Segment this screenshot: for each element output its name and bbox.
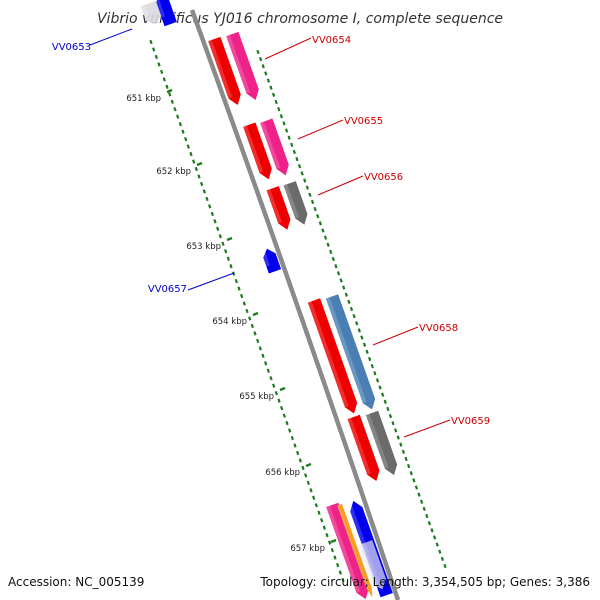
gene-label-vv0657: VV0657	[148, 284, 187, 295]
major-tick	[252, 311, 259, 317]
major-tick	[279, 386, 286, 392]
gene-label-vv0658: VV0658	[419, 323, 458, 334]
major-tick	[166, 88, 173, 94]
topology-text: Topology: circular; Length: 3,354,505 bp…	[259, 575, 590, 589]
gene-arrow-vv0657	[260, 248, 282, 274]
gene-label-vv0653: VV0653	[52, 42, 91, 53]
gene-arrow-vv0654-b	[226, 31, 259, 100]
kbp-label: 654 kbp	[212, 317, 247, 327]
gene-labels: VV0653 VV0654 VV0655 VV0656 VV0657 VV0658 VV06…	[52, 35, 490, 427]
callout-vv0657	[187, 272, 235, 291]
kbp-label: 653 kbp	[186, 242, 221, 252]
callout-vv0654	[264, 37, 312, 60]
gene-arrow-vv0656-a	[266, 186, 291, 230]
gene-arrow-vv0655-b	[260, 118, 289, 176]
gene-arrow-bottom-orange	[337, 503, 373, 598]
gene-arrow-vv0656-b	[283, 181, 308, 225]
gene-arrow-vv0654-a	[208, 36, 241, 105]
inner-tick-row	[149, 39, 345, 583]
gene-label-vv0659: VV0659	[451, 416, 490, 427]
gene-label-vv0656: VV0656	[364, 172, 403, 183]
major-tick	[330, 538, 337, 544]
callout-vv0653	[89, 28, 133, 46]
gene-arrow-vv0659-a	[347, 414, 380, 482]
gene-label-vv0655: VV0655	[344, 116, 383, 127]
major-tick	[196, 161, 203, 167]
major-tick	[305, 462, 312, 468]
gene-callouts	[89, 28, 451, 438]
gene-arrow-bottom-magenta	[326, 502, 369, 600]
gene-arrow-vv0658-b	[325, 294, 376, 410]
gene-features	[140, 0, 398, 600]
gene-arrow-vv0659-b	[365, 410, 398, 476]
gene-arrow-vv0655-a	[243, 122, 272, 180]
kbp-label: 655 kbp	[239, 392, 274, 402]
callout-vv0659	[403, 419, 451, 438]
kbp-label: 651 kbp	[126, 94, 161, 104]
major-tick	[226, 236, 233, 242]
accession-text: Accession: NC_005139	[8, 575, 144, 589]
kbp-label: 657 kbp	[290, 544, 325, 554]
gene-arrow-vv0653-top	[153, 0, 177, 27]
kbp-label: 652 kbp	[156, 167, 191, 177]
gene-label-vv0654: VV0654	[312, 35, 351, 46]
gene-arrow-bottom-shade	[359, 540, 386, 590]
gene-arrow-vv0653-shade	[140, 0, 162, 25]
chromosome-backbone	[189, 9, 401, 600]
kbp-label: 656 kbp	[265, 468, 300, 478]
callout-vv0655	[297, 119, 344, 140]
callout-vv0658	[372, 326, 419, 346]
backbone-line	[189, 9, 401, 600]
scale-ticks: 651 kbp 652 kbp 653 kbp 654 kbp 655 kbp 656 k…	[126, 39, 447, 583]
gene-arrow-vv0658-a	[307, 298, 358, 414]
callout-vv0656	[317, 175, 364, 196]
outer-tick-row	[256, 49, 447, 569]
